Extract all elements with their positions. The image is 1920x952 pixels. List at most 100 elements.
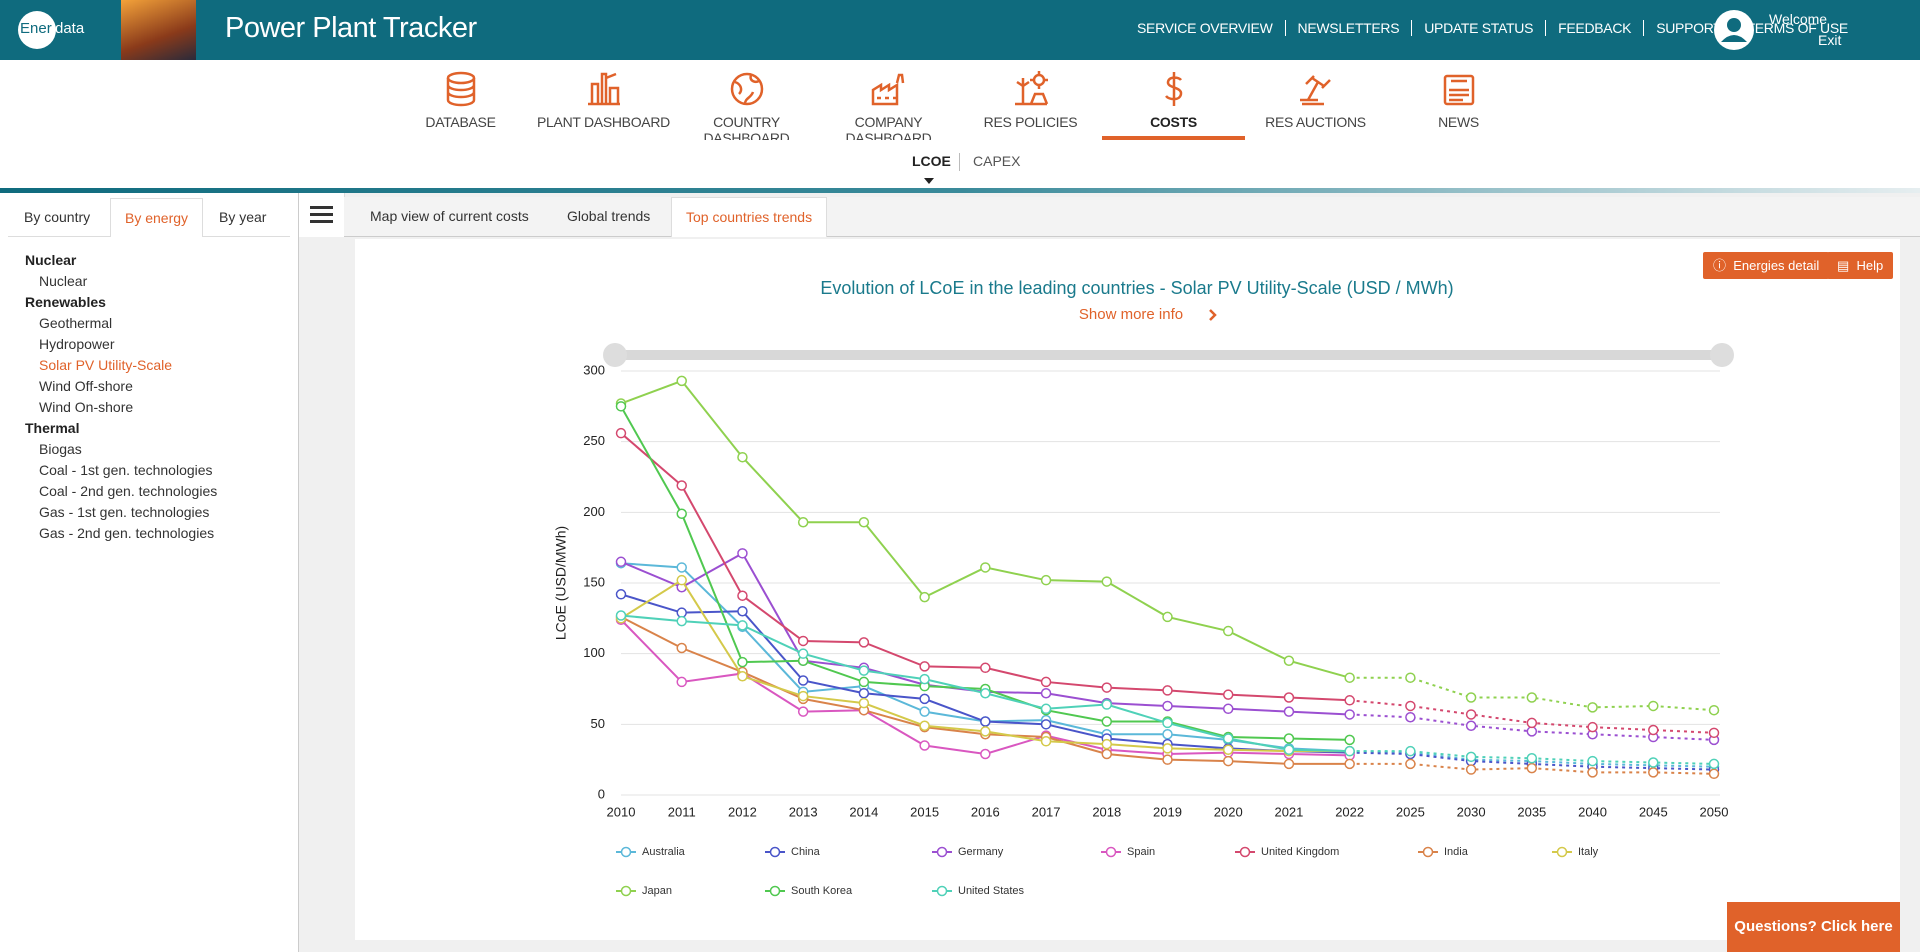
data-point (1040, 703, 1052, 715)
exit[interactable]: Exit (1818, 32, 1842, 48)
sidebar-tab[interactable]: By country (24, 209, 91, 225)
legend-label[interactable]: United Kingdom (1261, 846, 1339, 858)
data-point (676, 615, 687, 627)
legend-label[interactable]: China (791, 846, 821, 858)
data-point (1101, 738, 1113, 750)
content-tab[interactable]: Global trends (567, 208, 651, 224)
nav-item[interactable]: RES AUCTIONS (1244, 60, 1387, 136)
data-point (1344, 758, 1355, 770)
header-link[interactable]: SERVICE OVERVIEW (1125, 20, 1286, 36)
y-tick-label: 150 (583, 574, 605, 589)
data-point (919, 720, 930, 731)
tree-item[interactable]: Solar PV Utility-Scale (39, 357, 173, 373)
header-link[interactable]: TERMS OF USE (1746, 20, 1849, 36)
nav-item[interactable]: COMPANY DASHBOARD (817, 60, 960, 146)
x-tick-label: 2017 (1032, 804, 1061, 819)
slider-handle[interactable] (1710, 343, 1734, 367)
data-point (676, 642, 687, 654)
data-point (980, 726, 991, 737)
tree-item[interactable]: Biogas (39, 441, 82, 457)
data-point (797, 635, 809, 647)
nav-item[interactable]: RES POLICIES (959, 60, 1102, 136)
x-tick-label: 2020 (1214, 804, 1243, 819)
nav-item[interactable]: COUNTRY DASHBOARD (675, 60, 818, 146)
legend-label[interactable]: Japan (642, 885, 672, 897)
data-point (1708, 758, 1720, 770)
data-point (1405, 700, 1416, 712)
nav-icon (1014, 71, 1048, 106)
subnav-item[interactable]: CAPEX (973, 153, 1021, 169)
legend-label[interactable]: Spain (1127, 846, 1155, 858)
legend-label[interactable]: India (1444, 846, 1469, 858)
x-tick-label: 2011 (668, 804, 696, 819)
user-icon[interactable] (1712, 8, 1756, 52)
data-point (737, 451, 748, 463)
data-point (737, 606, 748, 617)
data-point (1283, 733, 1295, 744)
data-point (1101, 748, 1113, 760)
main-nav: DATABASE PLANT DASHBOARD COUNTRY DASHBOARD… (0, 60, 1920, 146)
legend-label[interactable]: Italy (1578, 846, 1599, 858)
help-button[interactable]: ▤ Help (1827, 252, 1894, 279)
range-slider[interactable] (617, 350, 1721, 360)
data-point (1465, 764, 1477, 775)
menu-toggle[interactable] (299, 193, 345, 237)
legend-marker (769, 885, 781, 897)
nav-item[interactable]: PLANT DASHBOARD (532, 60, 675, 136)
subnav-item[interactable]: LCOE (912, 153, 951, 169)
data-point (676, 676, 687, 688)
tree-item[interactable]: Coal - 1st gen. technologies (39, 462, 213, 478)
tree-item[interactable]: Gas - 1st gen. technologies (39, 504, 210, 520)
tree-item[interactable]: Hydropower (39, 336, 115, 352)
sub-nav: LCOE CAPEX (0, 140, 1920, 188)
legend-marker (1239, 846, 1251, 858)
tree-item[interactable]: Gas - 2nd gen. technologies (39, 525, 215, 541)
sidebar-tab[interactable]: By year (219, 209, 267, 225)
data-point (676, 508, 687, 519)
legend-label[interactable]: South Korea (791, 885, 853, 897)
y-tick-label: 50 (591, 716, 605, 731)
y-tick-label: 0 (598, 786, 605, 801)
data-point (919, 673, 930, 685)
data-point (1283, 744, 1295, 756)
data-point (1283, 706, 1295, 717)
nav-label: COSTS (1150, 114, 1197, 130)
header-link[interactable]: NEWSLETTERS (1286, 20, 1413, 36)
tree-item[interactable]: Nuclear (39, 273, 88, 289)
data-point (1648, 700, 1659, 712)
nav-item[interactable]: NEWS (1387, 60, 1530, 136)
legend-marker (620, 885, 632, 897)
data-point (1587, 702, 1598, 713)
slider-handle[interactable] (603, 343, 627, 367)
tree-item[interactable]: Coal - 2nd gen. technologies (39, 483, 218, 499)
data-point (797, 648, 809, 659)
welcome: Welcome (1769, 11, 1828, 27)
tree-item[interactable]: Geothermal (39, 315, 113, 331)
data-point (858, 697, 870, 709)
data-point (919, 661, 930, 672)
energies-detail-button[interactable]: ⓘ Energies detail (1703, 252, 1830, 279)
legend-label[interactable]: Germany (958, 846, 1004, 858)
questions-button[interactable]: Questions? Click here (1727, 902, 1900, 952)
legend-label[interactable]: Australia (642, 846, 686, 858)
data-point (1344, 709, 1355, 720)
nav-item[interactable]: COSTS (1102, 60, 1245, 140)
content-tab[interactable]: Top countries trends (671, 197, 828, 237)
logo-circle (18, 11, 56, 49)
data-point (1162, 685, 1173, 696)
tree-item[interactable]: Wind On-shore (39, 399, 134, 415)
x-tick-label: 2040 (1578, 804, 1607, 819)
data-point (1162, 728, 1173, 740)
sidebar-tab[interactable]: By energy (110, 198, 204, 237)
header-link[interactable]: FEEDBACK (1546, 20, 1645, 36)
legend-label[interactable]: United States (958, 885, 1025, 897)
header-link[interactable]: UPDATE STATUS (1412, 20, 1547, 36)
tree-item[interactable]: Wind Off-shore (39, 378, 133, 394)
data-point (1344, 745, 1355, 757)
show-more[interactable]: Show more info (1079, 306, 1183, 323)
data-point (1222, 703, 1234, 715)
nav-item[interactable]: DATABASE (389, 60, 532, 136)
content-tab[interactable]: Map view of current costs (370, 208, 529, 224)
nav-icon (1164, 72, 1182, 106)
data-point (1526, 753, 1538, 764)
